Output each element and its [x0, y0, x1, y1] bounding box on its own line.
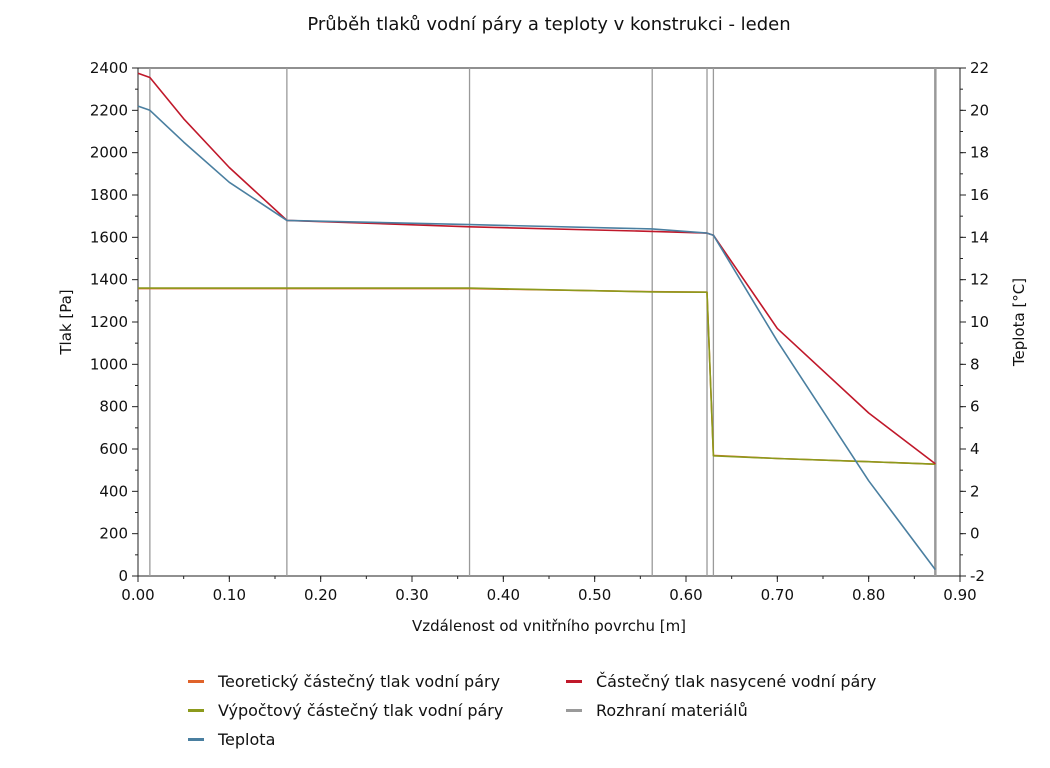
x-tick-label: 0.20 [304, 586, 337, 604]
y-left-tick-label: 1200 [90, 313, 128, 331]
legend-item-vypoctovy: Výpočtový částečný tlak vodní páry [188, 699, 566, 721]
y-right-tick-label: -2 [970, 567, 985, 585]
legend-swatch-teplota [188, 737, 204, 741]
x-tick-label: 0.40 [487, 586, 520, 604]
y-right-tick-label: 14 [970, 228, 989, 246]
series-line-teplota [137, 105, 936, 571]
x-axis-label: Vzdálenost od vnitřního povrchu [m] [412, 617, 686, 635]
plot-frame [137, 67, 961, 577]
y-left-tick-label: 1800 [90, 186, 128, 204]
legend-swatch-nasycene [566, 679, 582, 683]
y-left-tick-label: 200 [99, 525, 128, 543]
y-right-tick-label: 20 [970, 101, 989, 119]
x-tick-label: 0.10 [213, 586, 246, 604]
y-right-tick-label: 22 [970, 59, 989, 77]
legend-item-teoreticky: Teoretický částečný tlak vodní páry [188, 670, 566, 692]
y-right-tick-label: 6 [970, 398, 980, 416]
x-tick-label: 0.50 [578, 586, 611, 604]
y-right-tick-label: 8 [970, 355, 980, 373]
series-line-vypoctovy [138, 287, 936, 465]
series-line-nasycene [137, 72, 936, 465]
legend-swatch-teoreticky [188, 679, 204, 683]
y-axis-label-right: Teplota [°C] [1010, 278, 1028, 367]
y-left-tick-label: 2400 [90, 59, 128, 77]
legend-item-rozhrani: Rozhraní materiálů [566, 699, 926, 721]
legend-label-teoreticky: Teoretický částečný tlak vodní páry [218, 671, 501, 691]
x-tick-label: 0.90 [943, 586, 976, 604]
y-left-tick-label: 600 [99, 440, 128, 458]
legend-label-vypoctovy: Výpočtový částečný tlak vodní páry [218, 700, 504, 720]
y-left-tick-label: 800 [99, 398, 128, 416]
legend-item-nasycene: Částečný tlak nasycené vodní páry [566, 670, 926, 692]
x-tick-label: 0.30 [395, 586, 428, 604]
y-left-tick-label: 2000 [90, 144, 128, 162]
y-right-tick-label: 16 [970, 186, 989, 204]
y-right-tick-label: 0 [970, 525, 980, 543]
y-left-tick-label: 400 [99, 482, 128, 500]
chart-title: Průběh tlaků vodní páry a teploty v kons… [307, 14, 790, 35]
legend-swatch-rozhrani [566, 708, 582, 712]
legend-swatch-vypoctovy [188, 708, 204, 712]
plot-area: 0.00 0.10 0.20 0.30 0.40 0.50 0.60 0.70 0.80 0.90… [90, 59, 989, 604]
y-right-tick-label: 12 [970, 271, 989, 289]
chart: Průběh tlaků vodní páry a teploty v kons… [57, 14, 1028, 635]
y-left-tick-label: 1400 [90, 271, 128, 289]
y-axis-label-left: Tlak [Pa] [57, 289, 75, 355]
legend-label-teplota: Teplota [218, 729, 276, 749]
y-left-tick-label: 0 [118, 567, 128, 585]
x-tick-label: 0.80 [852, 586, 885, 604]
y-left-tick-label: 2200 [90, 101, 128, 119]
series-line-teoreticky [138, 287, 936, 465]
legend: Teoretický částečný tlak vodní páry Část… [188, 670, 948, 750]
y-right-tick-label: 18 [970, 144, 989, 162]
y-right-tick-label: 10 [970, 313, 989, 331]
y-right-tick-label: 4 [970, 440, 980, 458]
x-tick-label: 0.60 [669, 586, 702, 604]
x-tick-label: 0.70 [761, 586, 794, 604]
y-left-tick-label: 1000 [90, 355, 128, 373]
x-tick-label: 0.00 [121, 586, 154, 604]
legend-label-rozhrani: Rozhraní materiálů [596, 700, 748, 720]
y-right-tick-label: 2 [970, 482, 980, 500]
y-left-tick-label: 1600 [90, 228, 128, 246]
legend-label-nasycene: Částečný tlak nasycené vodní páry [596, 671, 877, 691]
legend-item-teplota: Teplota [188, 728, 566, 750]
